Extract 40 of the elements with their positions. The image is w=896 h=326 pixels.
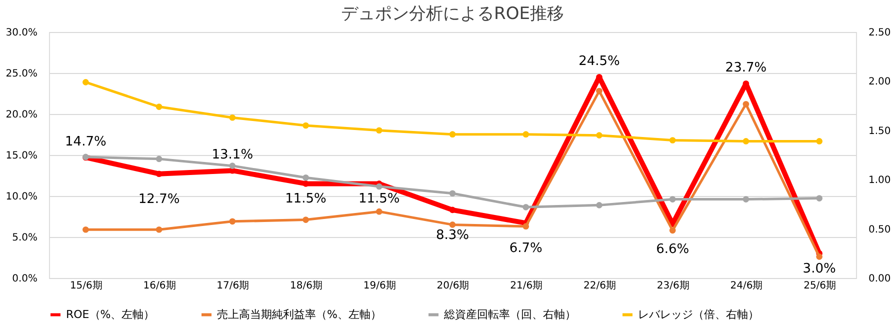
y-tick-label: 10.0% (6, 192, 38, 202)
data-label: 6.6% (656, 242, 690, 257)
x-tick-label: 19/6期 (363, 280, 396, 292)
x-tick-label: 25/6期 (804, 280, 836, 292)
data-label: 14.7% (65, 134, 106, 150)
data-label: 6.7% (509, 241, 542, 256)
y2-tick-label: 2.50 (868, 28, 891, 38)
x-tick-label: 22/6期 (583, 280, 616, 292)
data-label: 8.3% (436, 228, 470, 243)
x-tick-label: 20/6期 (436, 280, 470, 292)
data-label: 11.5% (285, 192, 326, 207)
x-tick-label: 15/6期 (70, 280, 102, 292)
y2-tick-label: 1.50 (868, 126, 891, 137)
legend-label: レバレッジ（倍、右軸） (638, 308, 759, 321)
y-tick-label: 30.0% (6, 28, 38, 38)
data-label: 23.7% (725, 60, 767, 76)
data-label: 24.5% (578, 54, 620, 70)
y2-tick-label: 1.00 (868, 175, 891, 186)
y2-tick-label: 0.00 (868, 274, 891, 284)
x-tick-label: 18/6期 (290, 280, 323, 292)
data-label: 13.1% (212, 148, 254, 163)
chart-title: デュポン分析によるROE推移 (341, 4, 564, 24)
x-tick-label: 17/6期 (216, 280, 250, 292)
y-tick-label: 20.0% (6, 110, 38, 120)
data-label: 3.0% (802, 261, 836, 276)
x-tick-label: 24/6期 (730, 280, 763, 292)
y-tick-label: 0.0% (12, 274, 38, 284)
legend-label: 売上高当期純利益率（%、左軸） (217, 308, 382, 321)
legend-label: ROE（%、左軸） (66, 308, 155, 321)
y2-tick-label: 2.00 (868, 76, 891, 88)
data-label: 11.5% (358, 192, 400, 207)
y2-tick-label: 0.50 (868, 224, 891, 236)
legend-label: 総資産回転率（回、右軸） (443, 308, 576, 321)
x-tick-label: 23/6期 (656, 280, 690, 292)
y-tick-label: 15.0% (6, 150, 38, 162)
data-label: 12.7% (138, 192, 180, 207)
y-tick-label: 25.0% (6, 68, 38, 80)
x-tick-label: 21/6期 (510, 280, 543, 292)
y-tick-label: 5.0% (12, 232, 38, 244)
x-tick-label: 16/6期 (143, 280, 176, 292)
